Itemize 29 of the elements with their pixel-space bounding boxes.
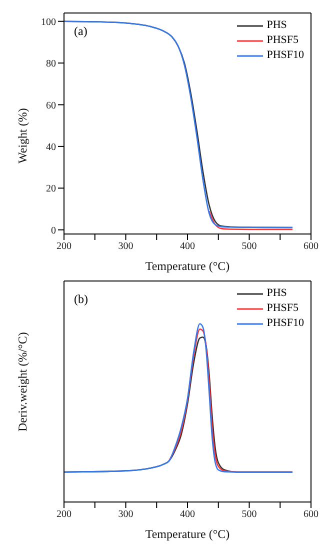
line-series <box>208 210 294 230</box>
y-tick-label: 40 <box>46 142 56 153</box>
legend-label: PHSF10 <box>266 316 304 331</box>
x-axis-title: Temperature (°C) <box>145 527 230 541</box>
legend-label: PHS <box>266 286 287 301</box>
x-axis-title: Temperature (°C) <box>145 259 230 273</box>
legend-label: PHSF5 <box>266 33 298 48</box>
x-tick-label: 600 <box>304 241 318 252</box>
y-axis-title: Weight (%) <box>15 108 30 164</box>
y-tick-label: 100 <box>41 16 56 28</box>
legend-label: PHSF5 <box>266 301 298 316</box>
x-tick-label: 600 <box>304 509 318 520</box>
x-tick-label: 400 <box>180 241 195 252</box>
x-tick-label: 400 <box>180 509 195 520</box>
x-tick-label: 200 <box>56 241 72 252</box>
text: (b) <box>74 292 88 307</box>
x-tick-label: 200 <box>56 509 72 520</box>
annotation: (a) <box>74 24 88 39</box>
y-tick-label: 80 <box>46 58 56 70</box>
legend-label: PHS <box>266 18 287 33</box>
y-tick-label: 60 <box>46 100 56 112</box>
legend-label: PHSF10 <box>266 48 304 63</box>
x-tick-label: 500 <box>242 509 257 520</box>
y-axis-title: Deriv.weight (%/°C) <box>15 332 30 432</box>
x-tick-label: 300 <box>118 509 134 520</box>
x-tick-label: 500 <box>242 241 257 252</box>
y-tick-label: 0 <box>51 225 56 236</box>
y-tick-label: 20 <box>46 184 56 195</box>
x-tick-label: 300 <box>118 241 134 252</box>
